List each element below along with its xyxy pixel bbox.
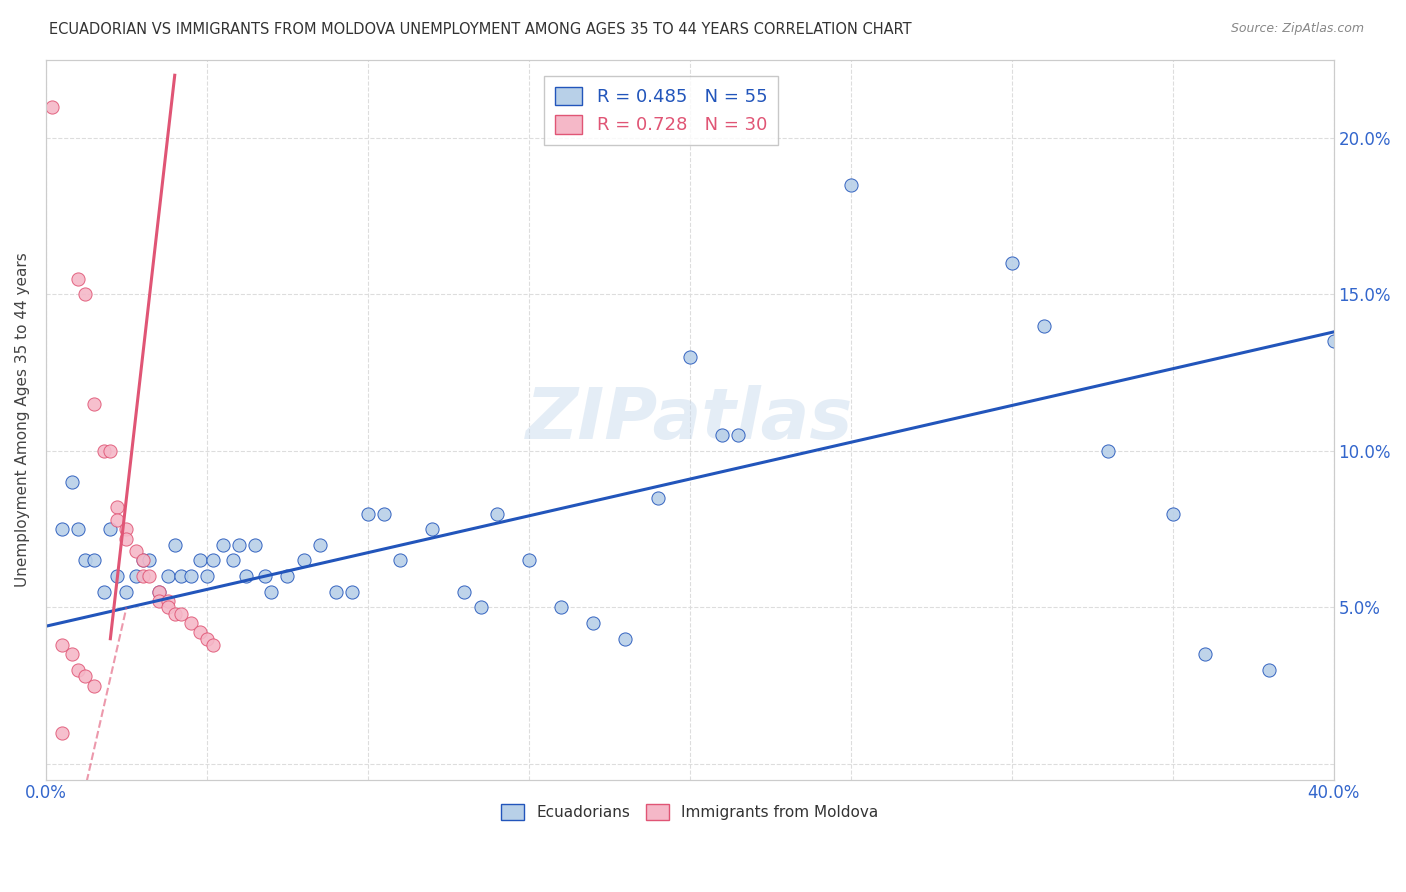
Point	[180, 616, 202, 631]
Point	[83, 679, 105, 693]
Point	[67, 663, 90, 677]
Point	[202, 638, 225, 652]
Point	[67, 522, 90, 536]
Point	[105, 513, 128, 527]
Point	[389, 553, 412, 567]
Point	[131, 553, 153, 567]
Point	[839, 178, 862, 192]
Text: ZIPatlas: ZIPatlas	[526, 385, 853, 454]
Point	[550, 600, 572, 615]
Point	[148, 594, 170, 608]
Point	[131, 569, 153, 583]
Point	[73, 669, 96, 683]
Point	[517, 553, 540, 567]
Point	[98, 444, 121, 458]
Point	[190, 553, 212, 567]
Point	[180, 569, 202, 583]
Point	[83, 397, 105, 411]
Point	[148, 584, 170, 599]
Point	[51, 522, 73, 536]
Point	[470, 600, 492, 615]
Point	[138, 553, 160, 567]
Point	[1097, 444, 1119, 458]
Text: Source: ZipAtlas.com: Source: ZipAtlas.com	[1230, 22, 1364, 36]
Point	[1161, 507, 1184, 521]
Point	[1194, 648, 1216, 662]
Point	[190, 625, 212, 640]
Point	[73, 553, 96, 567]
Point	[115, 584, 138, 599]
Point	[727, 428, 749, 442]
Point	[41, 99, 63, 113]
Point	[93, 444, 115, 458]
Point	[679, 350, 702, 364]
Point	[93, 584, 115, 599]
Text: ECUADORIAN VS IMMIGRANTS FROM MOLDOVA UNEMPLOYMENT AMONG AGES 35 TO 44 YEARS COR: ECUADORIAN VS IMMIGRANTS FROM MOLDOVA UN…	[49, 22, 912, 37]
Point	[138, 569, 160, 583]
Point	[73, 287, 96, 301]
Point	[228, 538, 250, 552]
Point	[308, 538, 330, 552]
Point	[125, 544, 148, 558]
Point	[1001, 256, 1024, 270]
Point	[157, 594, 180, 608]
Point	[260, 584, 283, 599]
Point	[163, 538, 186, 552]
Point	[453, 584, 475, 599]
Point	[253, 569, 276, 583]
Point	[125, 569, 148, 583]
Point	[373, 507, 395, 521]
Point	[245, 538, 267, 552]
Point	[51, 638, 73, 652]
Point	[170, 569, 193, 583]
Point	[221, 553, 243, 567]
Point	[83, 553, 105, 567]
Point	[148, 584, 170, 599]
Point	[98, 522, 121, 536]
Point	[115, 522, 138, 536]
Point	[157, 569, 180, 583]
Point	[1032, 318, 1054, 333]
Point	[325, 584, 347, 599]
Point	[157, 600, 180, 615]
Point	[67, 271, 90, 285]
Point	[1258, 663, 1281, 677]
Point	[195, 632, 218, 646]
Point	[340, 584, 363, 599]
Point	[131, 553, 153, 567]
Point	[51, 725, 73, 739]
Point	[485, 507, 508, 521]
Point	[212, 538, 235, 552]
Point	[357, 507, 380, 521]
Point	[614, 632, 637, 646]
Point	[105, 569, 128, 583]
Point	[60, 648, 83, 662]
Point	[163, 607, 186, 621]
Point	[276, 569, 298, 583]
Point	[582, 616, 605, 631]
Point	[647, 491, 669, 505]
Point	[60, 475, 83, 490]
Point	[115, 532, 138, 546]
Point	[420, 522, 443, 536]
Point	[292, 553, 315, 567]
Point	[170, 607, 193, 621]
Point	[202, 553, 225, 567]
Point	[711, 428, 734, 442]
Point	[235, 569, 257, 583]
Point	[105, 500, 128, 515]
Y-axis label: Unemployment Among Ages 35 to 44 years: Unemployment Among Ages 35 to 44 years	[15, 252, 30, 587]
Legend: Ecuadorians, Immigrants from Moldova: Ecuadorians, Immigrants from Moldova	[495, 797, 884, 826]
Point	[1323, 334, 1346, 349]
Point	[195, 569, 218, 583]
